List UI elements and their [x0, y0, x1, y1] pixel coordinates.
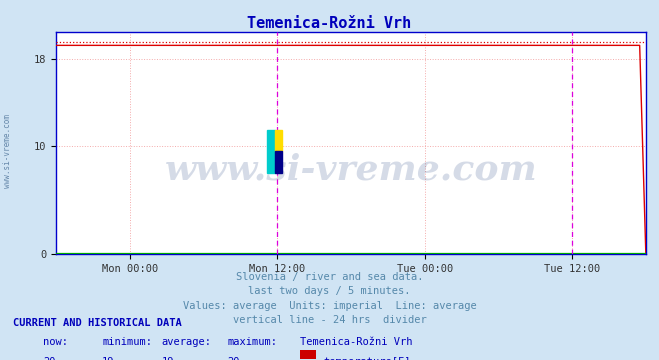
- Text: minimum:: minimum:: [102, 337, 152, 347]
- Text: maximum:: maximum:: [227, 337, 277, 347]
- Text: 20: 20: [43, 357, 55, 360]
- Bar: [275, 151, 282, 173]
- Text: average:: average:: [161, 337, 212, 347]
- Text: www.si-vreme.com: www.si-vreme.com: [3, 114, 13, 188]
- Bar: [275, 130, 282, 151]
- Text: vertical line - 24 hrs  divider: vertical line - 24 hrs divider: [233, 315, 426, 325]
- Text: www.si-vreme.com: www.si-vreme.com: [165, 153, 537, 187]
- Text: Slovenia / river and sea data.: Slovenia / river and sea data.: [236, 272, 423, 282]
- Bar: [267, 130, 275, 173]
- Text: Temenica-Rožni Vrh: Temenica-Rožni Vrh: [300, 337, 413, 347]
- Text: now:: now:: [43, 337, 68, 347]
- Text: temperature[F]: temperature[F]: [323, 357, 411, 360]
- Text: Temenica-Rožni Vrh: Temenica-Rožni Vrh: [247, 16, 412, 31]
- Text: 19: 19: [161, 357, 174, 360]
- Text: last two days / 5 minutes.: last two days / 5 minutes.: [248, 286, 411, 296]
- Text: 19: 19: [102, 357, 115, 360]
- Text: 20: 20: [227, 357, 240, 360]
- Text: Values: average  Units: imperial  Line: average: Values: average Units: imperial Line: av…: [183, 301, 476, 311]
- Text: CURRENT AND HISTORICAL DATA: CURRENT AND HISTORICAL DATA: [13, 318, 182, 328]
